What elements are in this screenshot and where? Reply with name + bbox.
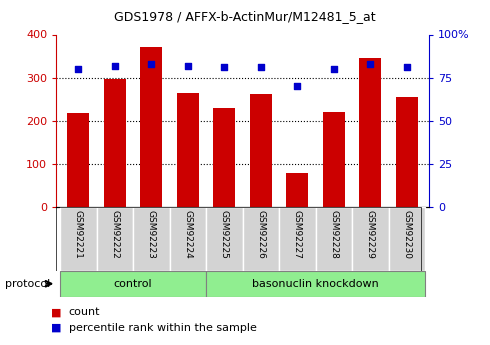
- Point: [111, 63, 119, 68]
- Bar: [177, 93, 199, 207]
- Text: control: control: [114, 279, 152, 289]
- Bar: [250, 93, 272, 207]
- FancyBboxPatch shape: [206, 271, 425, 297]
- Text: GSM92226: GSM92226: [256, 210, 265, 259]
- Text: count: count: [69, 307, 100, 317]
- FancyBboxPatch shape: [60, 271, 206, 297]
- Bar: [140, 47, 162, 207]
- Text: ■: ■: [51, 307, 62, 317]
- Point: [184, 63, 192, 68]
- Point: [294, 83, 301, 89]
- Bar: [359, 58, 381, 207]
- Point: [147, 61, 155, 67]
- Point: [74, 66, 82, 72]
- Bar: [104, 79, 126, 207]
- Text: GSM92227: GSM92227: [293, 210, 302, 259]
- Text: GSM92230: GSM92230: [402, 210, 411, 259]
- Point: [367, 61, 374, 67]
- Text: protocol: protocol: [5, 279, 50, 289]
- Text: basonuclin knockdown: basonuclin knockdown: [252, 279, 379, 289]
- Bar: [396, 97, 418, 207]
- FancyBboxPatch shape: [316, 207, 352, 271]
- Bar: [67, 113, 89, 207]
- Text: GSM92229: GSM92229: [366, 210, 375, 259]
- FancyBboxPatch shape: [389, 207, 425, 271]
- Bar: [286, 172, 308, 207]
- Bar: [213, 108, 235, 207]
- Text: GSM92224: GSM92224: [183, 210, 192, 259]
- Text: GSM92225: GSM92225: [220, 210, 229, 259]
- FancyBboxPatch shape: [352, 207, 389, 271]
- FancyBboxPatch shape: [206, 207, 243, 271]
- Bar: [323, 112, 345, 207]
- Text: GSM92222: GSM92222: [110, 210, 119, 259]
- Text: GSM92223: GSM92223: [147, 210, 156, 259]
- Text: ■: ■: [51, 323, 62, 333]
- Point: [403, 65, 411, 70]
- Text: GSM92221: GSM92221: [74, 210, 83, 259]
- Point: [257, 65, 265, 70]
- FancyBboxPatch shape: [97, 207, 133, 271]
- FancyBboxPatch shape: [133, 207, 170, 271]
- FancyBboxPatch shape: [279, 207, 316, 271]
- Point: [220, 65, 228, 70]
- FancyBboxPatch shape: [60, 207, 97, 271]
- Point: [330, 66, 338, 72]
- FancyBboxPatch shape: [243, 207, 279, 271]
- Text: percentile rank within the sample: percentile rank within the sample: [69, 323, 256, 333]
- FancyBboxPatch shape: [170, 207, 206, 271]
- Text: GSM92228: GSM92228: [329, 210, 338, 259]
- Text: GDS1978 / AFFX-b-ActinMur/M12481_5_at: GDS1978 / AFFX-b-ActinMur/M12481_5_at: [114, 10, 376, 23]
